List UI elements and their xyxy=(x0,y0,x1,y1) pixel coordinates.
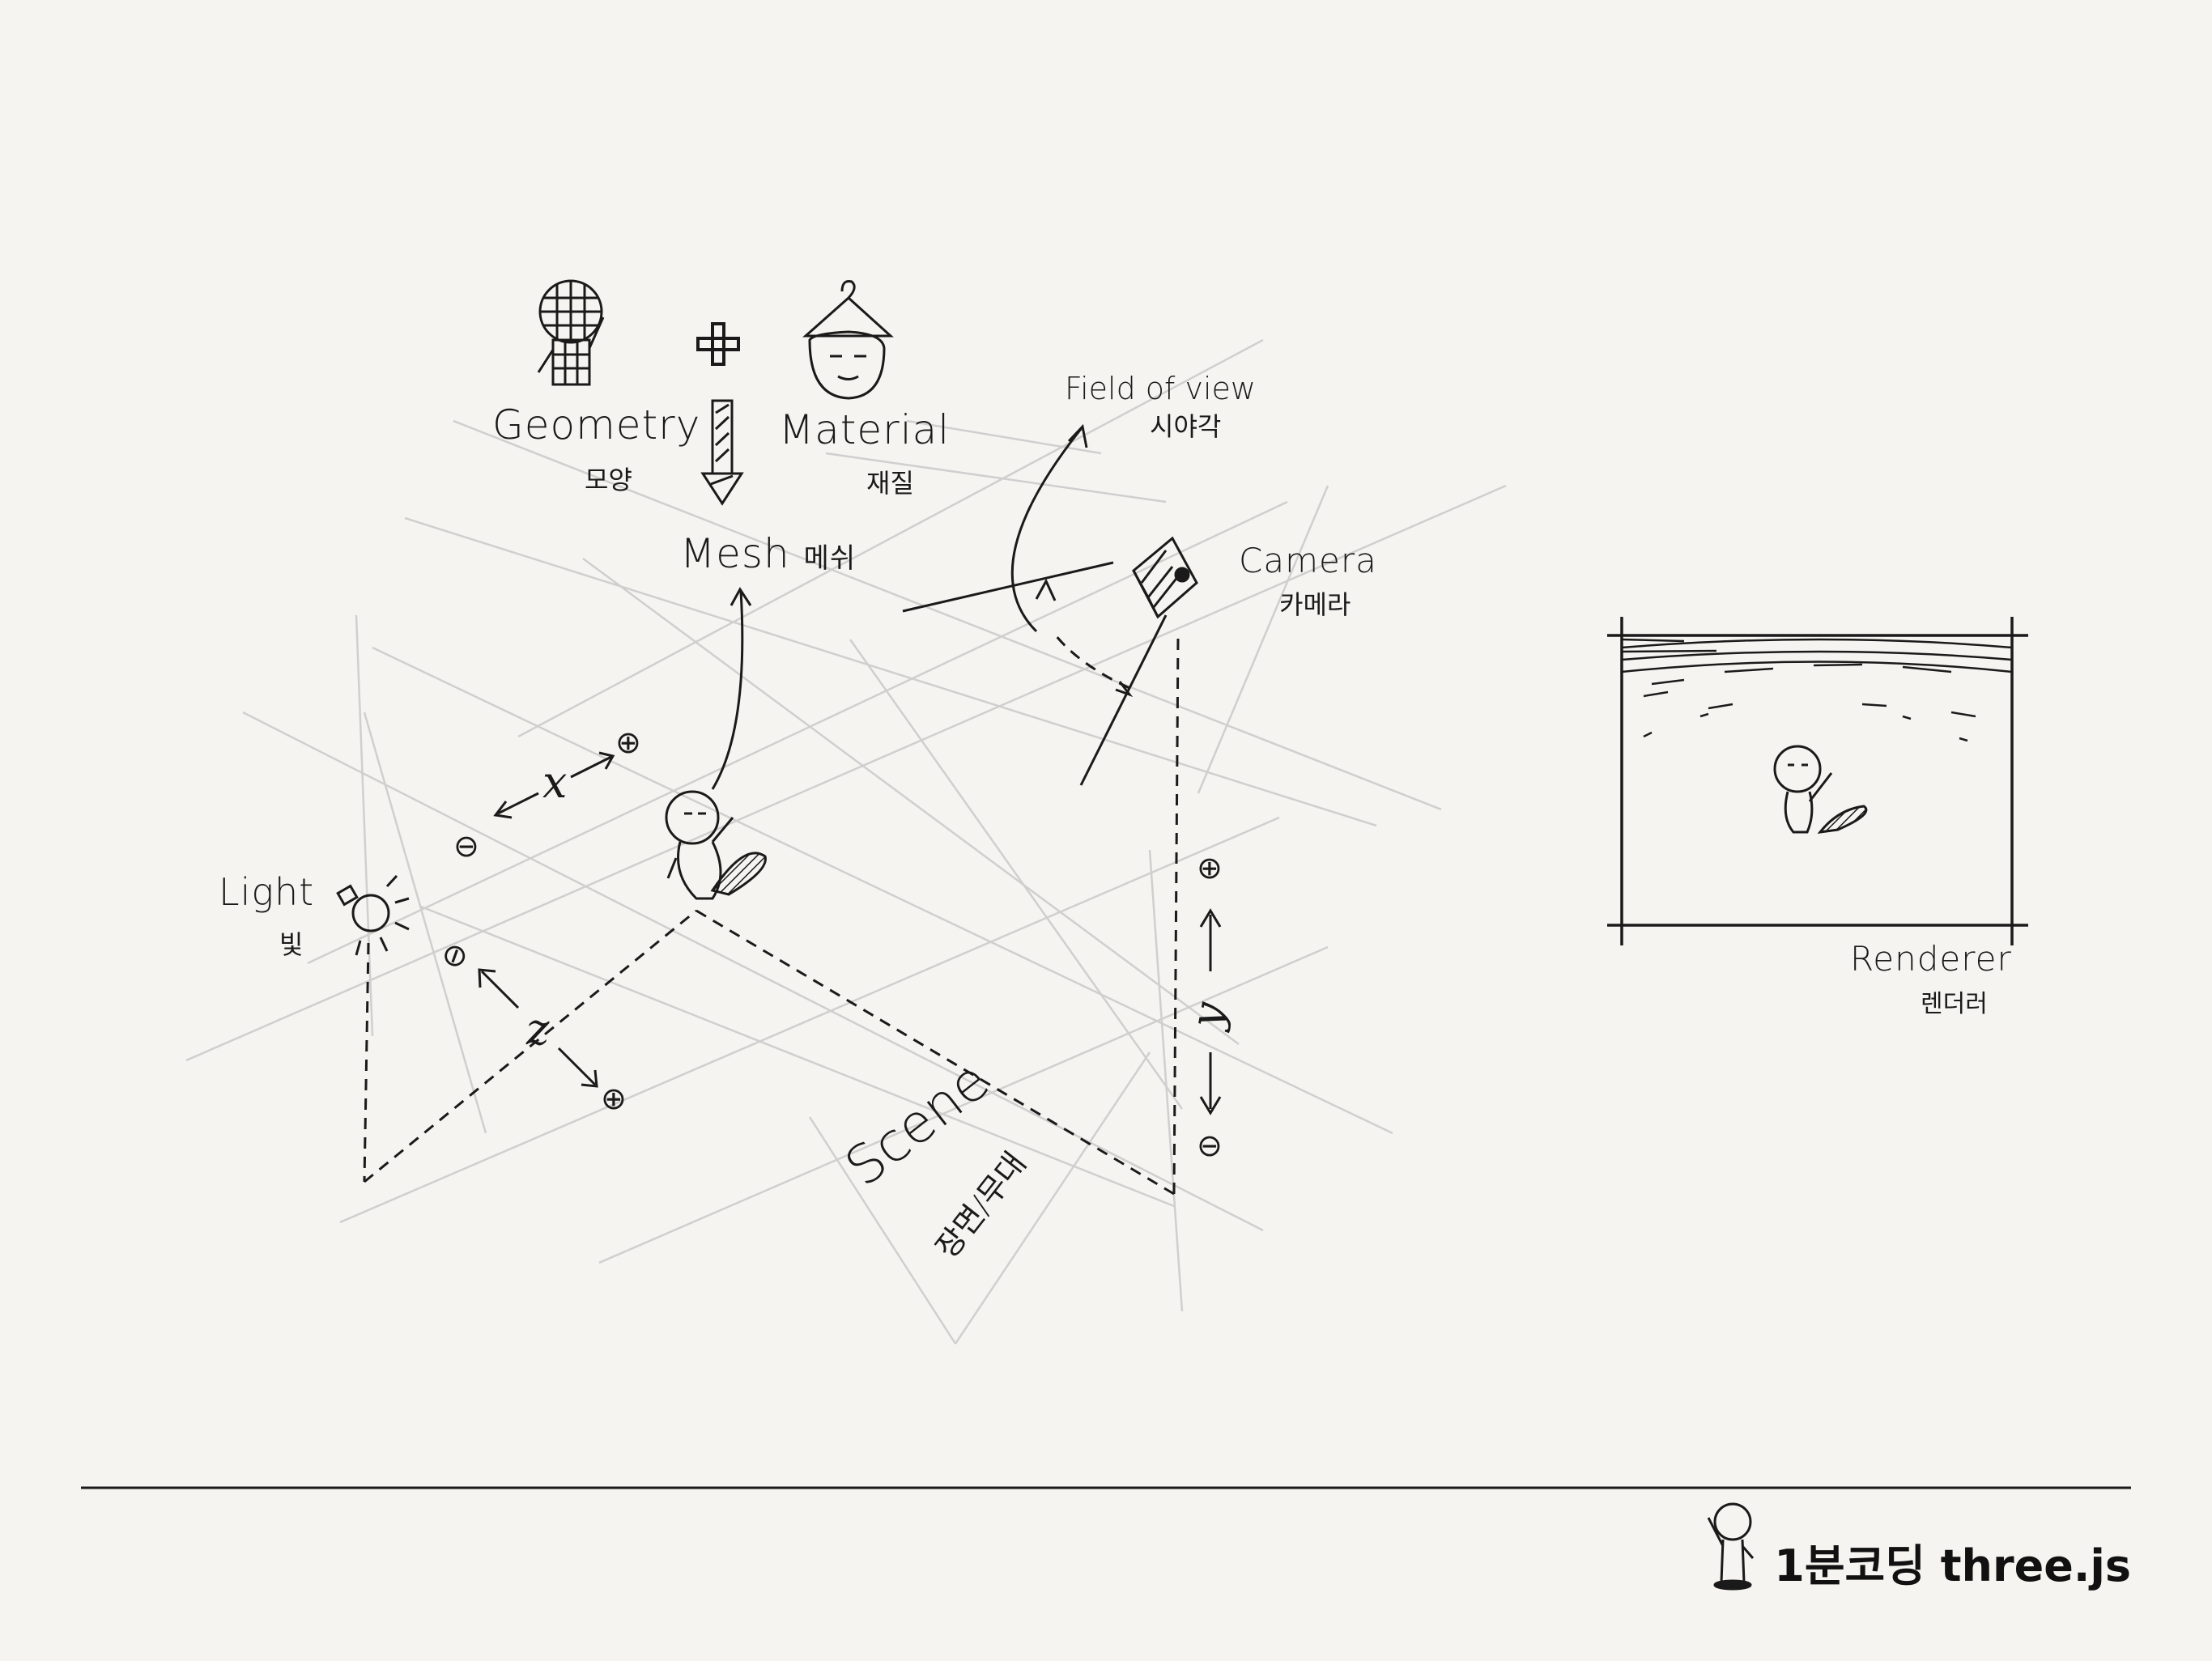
combine-arrow xyxy=(700,399,744,506)
y-axis-label: y xyxy=(1180,997,1236,1033)
x-axis-label: x xyxy=(542,757,567,808)
scene-grid xyxy=(185,338,1507,1345)
scene-dashed-lines xyxy=(363,631,1180,1196)
mesh-mascot-icon xyxy=(665,790,767,900)
field-of-view-label: Field of view xyxy=(1065,371,1256,406)
y-axis-arrow xyxy=(1199,908,1222,1115)
y-minus-sign: ⊖ xyxy=(1197,1128,1223,1163)
renderer-mascot-icon xyxy=(1773,745,1868,834)
geometry-label-ko: 모양 xyxy=(585,465,632,495)
x-minus-sign: ⊖ xyxy=(453,828,479,864)
footer-mascot-icon xyxy=(1707,1502,1755,1591)
y-plus-sign: ⊕ xyxy=(1197,850,1223,886)
field-of-view-label-ko: 시야각 xyxy=(1150,411,1222,442)
material-hanger-icon xyxy=(802,280,894,400)
axis-labels: x z y xyxy=(525,757,1236,1055)
camera-label: Camera xyxy=(1239,541,1377,580)
renderer-label: Renderer xyxy=(1850,939,2012,979)
mesh-label-en: Mesh xyxy=(680,530,790,577)
camera-label-ko: 카메라 xyxy=(1279,589,1351,620)
x-plus-sign: ⊕ xyxy=(615,724,641,760)
camera-box-icon xyxy=(1132,536,1198,619)
renderer-horizon xyxy=(1621,638,2013,742)
light-label: Light xyxy=(219,870,315,914)
geometry-mascot-icon xyxy=(537,279,605,386)
material-label: Material xyxy=(779,406,951,453)
material-label-ko: 재질 xyxy=(866,468,914,499)
mesh-arrow xyxy=(711,587,752,790)
plus-icon xyxy=(696,322,740,366)
z-plus-sign: ⊕ xyxy=(601,1081,627,1116)
footer-brand: 1분코딩 three.js xyxy=(1774,1530,2131,1594)
renderer-label-ko: 렌더러 xyxy=(1921,990,1988,1018)
z-axis-label: z xyxy=(525,1004,550,1055)
mesh-label-ko: 메쉬 xyxy=(803,542,857,575)
z-axis-arrow xyxy=(478,968,598,1088)
geometry-label: Geometry xyxy=(492,401,701,448)
light-label-ko: 빛 xyxy=(279,929,304,960)
x-axis-arrow xyxy=(493,751,615,819)
mesh-label: Mesh 메쉬 xyxy=(680,530,856,577)
light-bulb-icon xyxy=(336,874,410,956)
field-of-view-lines xyxy=(902,423,1168,786)
footer-brand-text: 1분코딩 three.js xyxy=(1774,1540,2131,1591)
